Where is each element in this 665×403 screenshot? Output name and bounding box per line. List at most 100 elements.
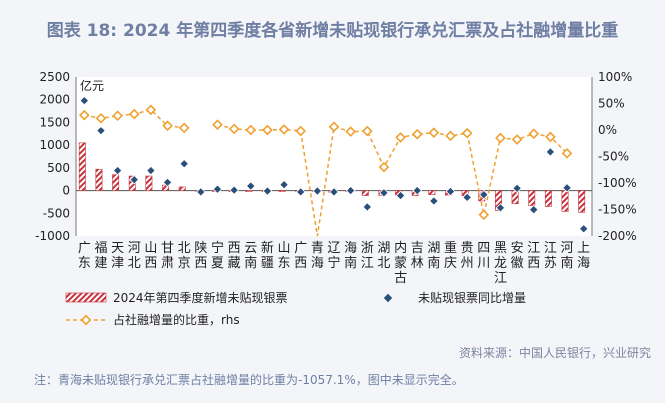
yoy-point (79, 95, 90, 106)
yoy-point (112, 165, 123, 176)
category-label: 西 (294, 256, 307, 271)
category-label: 徽 (511, 256, 524, 271)
category-label: 天 (111, 241, 124, 256)
category-label: 西 (194, 256, 207, 271)
category-label: 东 (278, 256, 291, 271)
yoy-point (279, 179, 289, 190)
category-label: 海 (577, 256, 590, 271)
left-tick-label: 2000 (39, 93, 70, 107)
category-label: 甘 (161, 241, 174, 256)
chart-title: 图表 18: 2024 年第四季度各省新增未贴现银行承兑汇票及占社融增量比重 (46, 21, 619, 41)
legend-ratio-label: 占社融增量的比重，rhs (113, 312, 240, 327)
left-tick-label: 500 (47, 161, 70, 175)
category-label: 浙 (361, 241, 374, 256)
ratio-point (245, 124, 257, 136)
ratio-line (217, 123, 568, 237)
plot-area (76, 77, 592, 236)
yoy-point (162, 177, 173, 188)
ratio-point (411, 128, 423, 140)
category-label: 东 (78, 256, 91, 271)
category-label: 江 (527, 241, 540, 256)
right-tick-label: -100% (598, 176, 637, 190)
yoy-point (578, 223, 589, 234)
bar (528, 190, 536, 206)
category-label: 北 (128, 256, 141, 271)
legend-yoy-label: 未贴现银票同比增量 (418, 291, 526, 305)
ratio-point (162, 120, 173, 132)
right-tick-label: 50% (598, 97, 625, 111)
category-label: 广 (294, 241, 307, 256)
ratio-point (445, 130, 456, 142)
yoy-point (212, 184, 223, 194)
category-label: 陕 (194, 241, 207, 256)
yoy-point (196, 187, 206, 197)
yoy-point (312, 186, 323, 196)
yoy-point (262, 186, 273, 196)
category-label: 宁 (327, 255, 340, 271)
category-label: 津 (111, 256, 124, 271)
ratio-point (262, 124, 273, 136)
category-label: 上 (577, 241, 590, 256)
category-label: 江 (494, 271, 507, 286)
legend-yoy-swatch (383, 293, 393, 303)
category-label: 内 (394, 240, 407, 256)
right-tick-label: -50% (598, 150, 629, 164)
ratio-point (511, 134, 523, 145)
bar (578, 190, 586, 213)
left-tick-label: 2500 (39, 70, 70, 84)
ratio-point (478, 209, 490, 221)
category-label: 南 (561, 255, 574, 271)
category-label: 肃 (161, 256, 174, 271)
yoy-point (146, 165, 156, 176)
yoy-point (362, 202, 373, 212)
yoy-point (462, 192, 472, 203)
category-label: 藏 (228, 256, 241, 271)
yoy-point (229, 185, 239, 195)
ratio-point (95, 113, 107, 124)
category-label: 林 (411, 256, 424, 271)
ratio-point (328, 121, 340, 133)
ratio-point (428, 127, 440, 138)
category-label: 河 (561, 241, 574, 256)
category-label: 湖 (427, 241, 440, 256)
category-label: 南 (244, 255, 257, 271)
category-label: 西 (144, 256, 157, 271)
bar (145, 175, 153, 191)
ratio-point (528, 128, 540, 140)
ratio-point (395, 132, 406, 143)
bar (78, 142, 86, 191)
yoy-point (412, 185, 422, 196)
category-label: 蒙 (394, 256, 407, 271)
ratio-point (145, 104, 157, 116)
category-label: 贵 (461, 241, 474, 256)
bar (428, 190, 436, 195)
yoy-point (562, 183, 572, 193)
left-tick-label: -500 (43, 206, 70, 220)
category-label: 西 (527, 256, 540, 271)
ratio-point (112, 110, 123, 122)
category-label: 疆 (261, 256, 274, 271)
yoy-point (96, 125, 106, 136)
bar (178, 186, 186, 191)
left-tick-label: 1500 (39, 115, 70, 129)
category-label: 湖 (377, 241, 390, 256)
yoy-point (129, 174, 140, 185)
right-tick-label: 0% (598, 123, 617, 137)
bar (245, 190, 253, 192)
category-label: 新 (261, 240, 274, 256)
source-note: 资料来源：中国人民银行，兴业研究 (458, 346, 651, 360)
category-label: 南 (344, 255, 357, 271)
category-label: 龙 (494, 256, 507, 271)
category-label: 福 (94, 241, 107, 256)
category-label: 海 (311, 256, 324, 271)
ratio-point (228, 123, 240, 135)
yoy-point (246, 181, 256, 191)
legend-ratio-swatch (80, 314, 92, 326)
yoy-point (528, 204, 539, 215)
bar (112, 174, 120, 191)
yoy-point (512, 183, 522, 194)
ratio-point (545, 131, 556, 143)
left-tick-label: 0 (62, 184, 70, 198)
category-label: 宁 (211, 240, 224, 256)
